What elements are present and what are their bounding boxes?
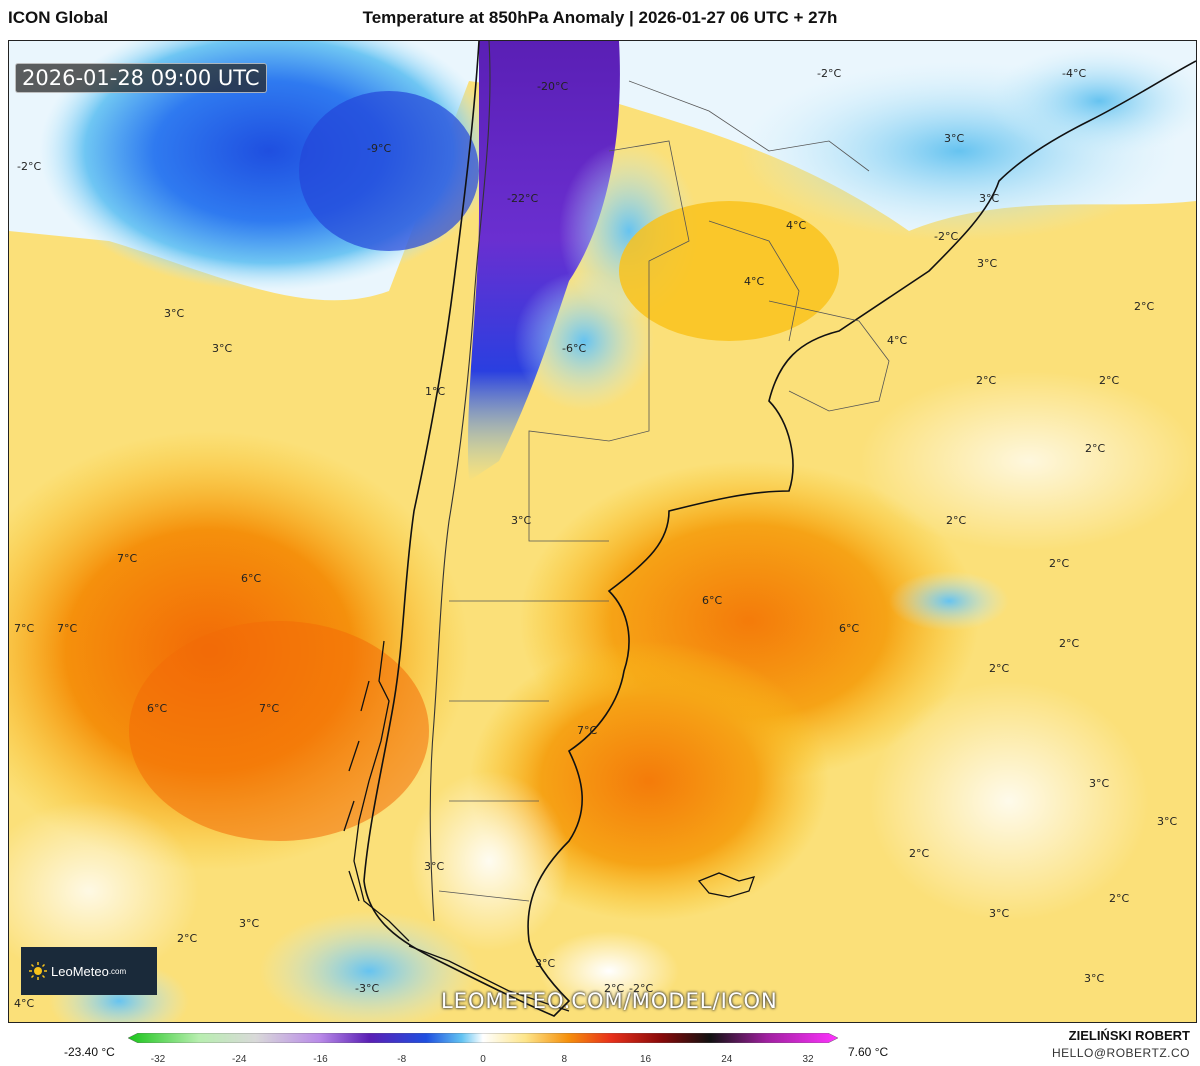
scale-min-label: -23.40 °C (64, 1045, 115, 1059)
author-name: ZIELIŃSKI ROBERT (1068, 1028, 1190, 1043)
temperature-label: 7°C (14, 622, 34, 635)
temperature-label: 7°C (117, 552, 137, 565)
border-provinces (438, 140, 690, 902)
map-canvas: -2°C -4°C -20°C -9°C -2°C -22°C 3°C 3°C 4°C -2°C 3… (9, 41, 1196, 1022)
temperature-label: 3°C (944, 132, 964, 145)
temperature-label: -2°C (17, 160, 41, 173)
temperature-label: 2°C (1134, 300, 1154, 313)
temperature-label: -3°C (355, 982, 379, 995)
temperature-label: 3°C (1157, 815, 1177, 828)
colorbar-tick-label: -16 (313, 1054, 328, 1065)
temperature-label: 3°C (239, 917, 259, 930)
colorbar-tick-label: 32 (802, 1054, 814, 1065)
colorbar-tick-label: -32 (150, 1054, 166, 1065)
temperature-label: -4°C (1062, 67, 1086, 80)
temperature-label: 2°C (976, 374, 996, 387)
temperature-label: -20°C (537, 80, 568, 93)
temperature-label: 2°C (1059, 637, 1079, 650)
color-scale-bar (128, 1033, 838, 1043)
temperature-label: 3°C (535, 957, 555, 970)
temperature-label: 4°C (786, 219, 806, 232)
temperature-label: 2°C (989, 662, 1009, 675)
colorbar-tick-label: 24 (721, 1054, 733, 1065)
southern-islands (343, 640, 570, 1012)
scale-max-label: 7.60 °C (848, 1045, 889, 1059)
temperature-label: 3°C (424, 860, 444, 873)
logo-suffix: .com (108, 966, 127, 976)
temperature-label: 3°C (1089, 777, 1109, 790)
border-north (628, 80, 890, 412)
temperature-label: 6°C (241, 572, 261, 585)
temperature-label: 4°C (14, 997, 34, 1010)
colorbar-tick-label: 8 (561, 1054, 568, 1065)
model-name: ICON Global (8, 8, 109, 27)
temperature-label: 3°C (212, 342, 232, 355)
falkland-islands (697, 872, 756, 898)
temperature-label: -2°C (629, 982, 653, 995)
border-chile-argentina (429, 41, 491, 922)
colorbar-tick-label: 0 (480, 1054, 486, 1065)
temperature-label: 4°C (887, 334, 907, 347)
valid-time-badge: 2026-01-28 09:00 UTC (15, 63, 267, 93)
temperature-label: 7°C (259, 702, 279, 715)
temperature-label: 2°C (1085, 442, 1105, 455)
temperature-label: 2°C (946, 514, 966, 527)
temperature-label: 2°C (177, 932, 197, 945)
site-url-watermark: LEOMETEO.COM/MODEL/ICON (441, 989, 778, 1013)
temperature-label: 7°C (577, 724, 597, 737)
temperature-label: 3°C (979, 192, 999, 205)
temperature-label: -9°C (367, 142, 391, 155)
temperature-label: 2°C (1109, 892, 1129, 905)
chart-title: Temperature at 850hPa Anomaly | 2026-01-… (362, 8, 838, 27)
colorbar-tick-label: -8 (397, 1054, 407, 1065)
anomaly-map: -2°C -4°C -20°C -9°C -2°C -22°C 3°C 3°C 4°C -2°C 3… (8, 40, 1197, 1023)
temperature-label: 6°C (147, 702, 167, 715)
temperature-label: 3°C (1084, 972, 1104, 985)
temperature-label: 3°C (511, 514, 531, 527)
temperature-label: 3°C (977, 257, 997, 270)
temperature-label: 2°C (1099, 374, 1119, 387)
colorbar-tick-label: 16 (639, 1054, 652, 1065)
temperature-label: 3°C (989, 907, 1009, 920)
sun-icon (29, 962, 47, 980)
temperature-label: 4°C (744, 275, 764, 288)
temperature-label: 1°C (425, 385, 445, 398)
coastline (363, 41, 1196, 1017)
temperature-label: 6°C (702, 594, 722, 607)
leometeo-logo[interactable]: LeoMeteo .com (21, 947, 157, 995)
temperature-label: -2°C (934, 230, 958, 243)
temperature-label: 2°C (1049, 557, 1069, 570)
logo-text: LeoMeteo (51, 963, 109, 979)
temperature-label: 2°C (909, 847, 929, 860)
colorbar-tick-label: -24 (232, 1054, 247, 1065)
temperature-label: -2°C (817, 67, 841, 80)
temperature-label: 2°C (604, 982, 624, 995)
temperature-label: -22°C (507, 192, 538, 205)
author-email: HELLO@ROBERTZ.CO (1052, 1046, 1190, 1060)
temperature-label: 7°C (57, 622, 77, 635)
temperature-label: 6°C (839, 622, 859, 635)
temperature-label: -6°C (562, 342, 586, 355)
temperature-label: 3°C (164, 307, 184, 320)
